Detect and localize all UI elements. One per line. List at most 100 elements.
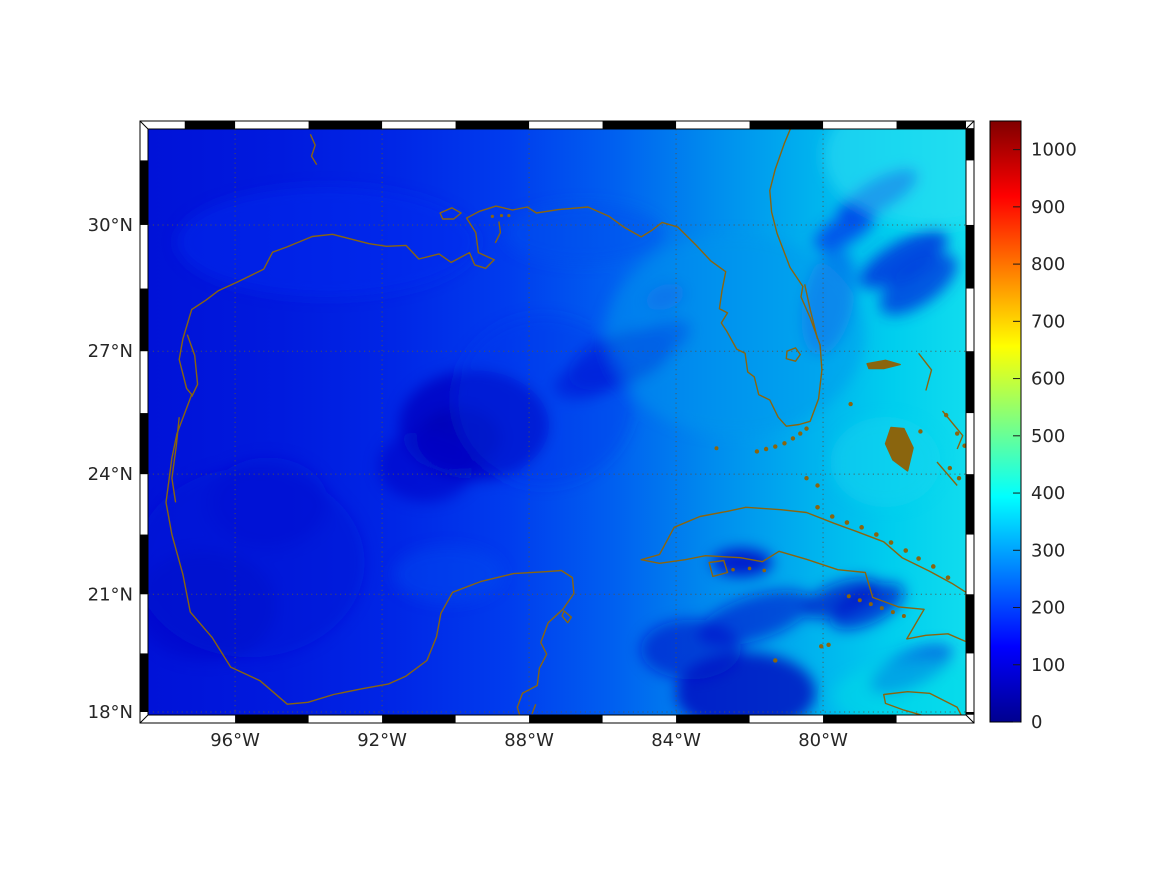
frame-corner-bevel	[965, 120, 975, 130]
islet-mississippi-sound-islands	[499, 213, 504, 218]
colorbar-tick-label: 700	[1031, 311, 1065, 332]
coastline-laguna-madre-mexico	[171, 417, 180, 503]
frame-segment	[676, 715, 750, 723]
islet-florida-keys	[763, 446, 769, 452]
islet-bahamas-small-islands	[848, 401, 853, 407]
field-anomaly	[803, 577, 880, 619]
field-anomaly	[697, 590, 813, 646]
frame-corner-bevel	[139, 714, 149, 724]
islet-cuba-north-keys	[829, 514, 835, 519]
colorbar-tick-label: 100	[1031, 655, 1065, 676]
frame-segment	[896, 121, 966, 129]
coastline-toledo-bend	[309, 134, 318, 166]
islet-jardines-de-la-reina	[846, 594, 851, 599]
frame-segment	[140, 653, 148, 712]
frame-segment	[823, 715, 897, 723]
islet-cuba-north-keys	[874, 532, 879, 537]
coastline-belize-barrier	[531, 703, 537, 715]
islet-jardines-de-la-reina	[857, 598, 862, 603]
islet-dry-tortugas	[714, 446, 719, 451]
coastline-gulf-and-us-east-coast	[165, 129, 823, 715]
islet-bahamas-small-islands	[804, 476, 809, 481]
islet-cuba-north-keys	[859, 525, 864, 530]
coastline-exuma-chain	[936, 461, 958, 486]
islet-cuba-north-keys	[815, 504, 820, 510]
islet-cuba-north-keys	[844, 520, 850, 525]
frame-segment	[966, 712, 974, 715]
colorbar-tick-label: 400	[1031, 483, 1065, 504]
colorbar-tick-label: 300	[1031, 540, 1065, 561]
field-anomaly	[453, 315, 634, 486]
coastline-isla-de-la-juventud	[708, 559, 729, 578]
frame-segment	[966, 351, 974, 414]
islet-bahamas-small-islands	[947, 465, 953, 471]
coastline-jamaica	[883, 691, 962, 715]
field-anomaly	[393, 546, 504, 603]
coastline-lake-pontchartrain	[439, 207, 462, 220]
y-axis-tick-label: 21°N	[88, 584, 133, 605]
field-anomaly	[378, 430, 475, 503]
frame-outer-line	[139, 120, 975, 724]
islet-canarreos-keys	[762, 568, 767, 573]
islet-cuba-north-keys	[903, 548, 909, 553]
y-axis-tick-label: 27°N	[88, 341, 133, 362]
field-anomaly	[712, 548, 773, 577]
colorbar-tick-label: 1000	[1031, 140, 1077, 161]
coastlines-layer	[165, 129, 966, 715]
islet-mississippi-sound-islands	[507, 213, 511, 218]
islet-bahamas-small-islands	[962, 443, 966, 448]
field-anomaly	[830, 417, 941, 508]
field-anomaly	[859, 229, 949, 289]
field-anomaly	[830, 582, 905, 630]
islet-florida-keys	[798, 431, 803, 436]
frame-segment	[966, 594, 974, 654]
frame-inner-line	[147, 128, 967, 716]
coastline-lake-okeechobee	[785, 347, 801, 362]
frame-segment	[140, 413, 148, 475]
islet-jardines-de-la-reina	[868, 602, 873, 607]
x-axis-tick-label: 84°W	[651, 730, 701, 751]
frame-segment	[966, 128, 974, 161]
frame-segment	[235, 715, 309, 723]
islet-cuba-north-keys	[916, 556, 921, 561]
field-anomaly	[504, 203, 665, 264]
frame-segment	[140, 288, 148, 352]
islet-mississippi-sound-islands	[490, 214, 494, 219]
coastline-cozumel	[561, 610, 572, 624]
islet-cuba-north-keys	[930, 564, 936, 569]
field-anomaly	[823, 129, 966, 227]
field-anomaly	[879, 253, 958, 315]
islet-bahamas-small-islands	[943, 412, 949, 418]
map-field	[148, 129, 966, 715]
islet-jardines-de-la-reina	[890, 610, 895, 615]
islet-bahamas-small-islands	[815, 483, 820, 488]
islet-jardines-de-la-reina	[901, 614, 906, 619]
islet-jardines-de-la-reina	[879, 606, 884, 611]
field-anomaly	[176, 187, 477, 298]
islet-cayman-islands	[773, 658, 778, 663]
islet-canarreos-keys	[747, 566, 752, 571]
field-anomaly	[604, 234, 865, 435]
coastline-abaco	[918, 352, 933, 391]
coastline-andros	[884, 426, 914, 472]
islet-bahamas-small-islands	[956, 476, 962, 481]
field-anomaly	[208, 457, 329, 548]
frame-segment	[308, 121, 383, 129]
colorbar-tick-label: 600	[1031, 369, 1065, 390]
frame-segment	[455, 121, 530, 129]
frame-segment	[749, 121, 824, 129]
frame-segment	[602, 121, 677, 129]
frame-corner-bevel	[965, 714, 975, 724]
colorbar-tick-label: 200	[1031, 598, 1065, 619]
x-axis-tick-label: 88°W	[504, 730, 554, 751]
frame-segment	[529, 715, 603, 723]
x-axis-tick-label: 96°W	[210, 730, 260, 751]
islet-florida-keys	[782, 441, 787, 446]
coastline-cuba	[640, 506, 966, 643]
colorbar: 0 100 200 300 400 500 600 700 800 900 1000	[989, 120, 1077, 733]
frame-segment	[966, 224, 974, 289]
colorbar-tick-label: 800	[1031, 254, 1065, 275]
y-axis-tick-label: 24°N	[88, 464, 133, 485]
frame-segment	[382, 715, 456, 723]
